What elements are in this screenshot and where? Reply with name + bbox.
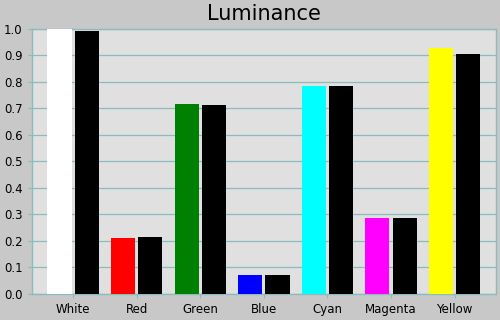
Bar	[111, 238, 135, 294]
Bar	[456, 54, 480, 294]
Title: Luminance: Luminance	[207, 4, 321, 24]
Bar	[302, 85, 326, 294]
Bar	[429, 48, 453, 294]
Bar	[329, 85, 353, 294]
Bar	[138, 237, 162, 294]
Bar	[174, 104, 199, 294]
Bar	[202, 105, 226, 294]
Bar	[74, 31, 99, 294]
Bar	[238, 275, 262, 294]
Bar	[392, 218, 416, 294]
Bar	[48, 28, 72, 294]
Bar	[266, 275, 289, 294]
Bar	[365, 218, 390, 294]
